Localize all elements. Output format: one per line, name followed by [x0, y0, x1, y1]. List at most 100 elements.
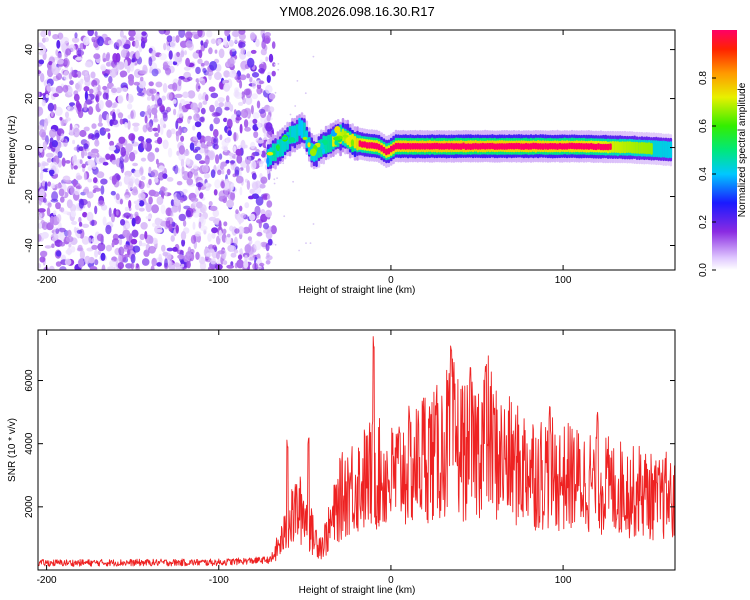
track-blob [266, 157, 270, 165]
noise-blob [178, 30, 186, 38]
track-cell [551, 144, 554, 148]
noise-blob [76, 144, 80, 153]
noise-blob [119, 118, 124, 125]
noise-blob [84, 61, 93, 68]
track-cell [392, 146, 395, 150]
noise-blob [107, 132, 111, 140]
noise-blob [162, 112, 168, 122]
noise-blob [130, 238, 138, 245]
noise-blob [111, 213, 115, 223]
noise-blob [134, 178, 140, 186]
noise-blob [158, 172, 165, 181]
noise-blob [200, 40, 204, 46]
noise-blob [202, 100, 208, 105]
track-cell [539, 144, 542, 148]
noise-blob [266, 252, 270, 258]
noise-blob [233, 145, 237, 153]
noise-speck [276, 177, 278, 180]
track-cell [416, 144, 419, 148]
noise-blob [76, 184, 82, 190]
track-cell [459, 144, 463, 148]
noise-blob [39, 213, 43, 219]
noise-blob [78, 216, 82, 223]
noise-blob [94, 205, 98, 215]
noise-blob [204, 145, 209, 154]
noise-blob [151, 94, 155, 102]
noise-blob [197, 30, 203, 38]
track-cell [471, 144, 475, 148]
noise-blob [260, 150, 266, 158]
noise-blob [108, 75, 113, 84]
track-cell [469, 144, 472, 148]
noise-blob [38, 234, 42, 242]
noise-blob [54, 106, 63, 117]
track-cell [650, 143, 653, 155]
noise-blob [234, 236, 238, 246]
noise-speck [289, 113, 292, 116]
noise-blob [39, 188, 45, 198]
noise-blob [193, 113, 201, 122]
track-cell [546, 144, 550, 148]
noise-blob [258, 63, 265, 69]
track-cell [382, 146, 386, 154]
noise-blob [45, 94, 49, 99]
noise-blob [38, 70, 42, 75]
noise-blob [134, 203, 140, 211]
noise-blob [194, 146, 201, 151]
noise-blob [39, 256, 46, 263]
noise-blob [116, 142, 124, 150]
track-cell [597, 143, 600, 150]
noise-blob [48, 169, 55, 175]
noise-blob [213, 138, 217, 143]
track-cell [580, 143, 583, 150]
noise-blob [240, 47, 246, 55]
noise-blob [140, 157, 147, 162]
noise-blob [212, 244, 217, 251]
noise-speck [304, 92, 307, 95]
noise-blob [265, 84, 273, 94]
noise-blob [248, 195, 254, 200]
noise-blob [139, 76, 144, 82]
track-cell [575, 144, 579, 148]
noise-blob [200, 142, 206, 149]
track-cell [389, 145, 393, 153]
track-cell [317, 140, 321, 158]
noise-blob [154, 147, 160, 153]
spec-ytick-label: 20 [24, 93, 35, 105]
noise-blob [261, 194, 269, 201]
noise-blob [213, 117, 220, 125]
track-cell [618, 141, 622, 154]
noise-blob [148, 196, 153, 205]
noise-blob [98, 157, 106, 163]
track-cell [517, 144, 521, 148]
noise-blob [240, 108, 249, 119]
noise-blob [56, 39, 61, 49]
noise-blob [87, 200, 91, 209]
noise-blob [84, 99, 93, 105]
noise-blob [214, 71, 222, 81]
noise-blob [39, 129, 46, 138]
noise-blob [72, 139, 76, 145]
noise-blob [39, 250, 48, 258]
noise-speck [274, 243, 277, 246]
spec-xtick-label: -100 [209, 275, 229, 286]
noise-blob [195, 66, 201, 75]
noise-blob [238, 41, 246, 48]
noise-blob [124, 122, 128, 128]
noise-blob [94, 129, 100, 140]
noise-blob [116, 39, 122, 47]
track-cell [630, 141, 634, 154]
noise-blob [180, 158, 185, 167]
noise-blob [73, 93, 80, 102]
noise-blob [133, 81, 140, 86]
track-cell [565, 144, 569, 148]
noise-blob [44, 181, 48, 192]
noise-blob [244, 202, 250, 209]
noise-blob [81, 236, 90, 245]
spec-xtick-label: 100 [555, 275, 572, 286]
noise-blob [168, 262, 176, 270]
noise-blob [73, 165, 78, 170]
noise-blob [178, 145, 185, 155]
noise-blob [265, 243, 270, 252]
noise-blob [102, 92, 108, 100]
